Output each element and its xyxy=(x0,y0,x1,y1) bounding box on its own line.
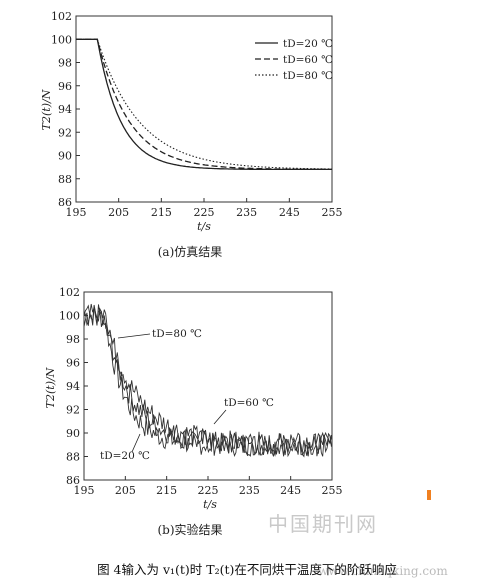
chart-a-ylabel: T2(t)/N xyxy=(40,89,53,130)
chart-b-ylabel: T2(t)/N xyxy=(44,367,57,408)
y-tick-label: 98 xyxy=(66,333,80,346)
annotation-label: tD=60 ℃ xyxy=(224,397,274,409)
x-tick-label: 215 xyxy=(156,484,177,497)
watermark-mark xyxy=(427,490,431,500)
chart-b-xlabel: t/s xyxy=(203,498,217,511)
chart-a-caption: (a)仿真结果 xyxy=(158,245,223,259)
y-tick-label: 86 xyxy=(66,474,80,487)
y-tick-label: 94 xyxy=(58,103,72,116)
y-tick-label: 96 xyxy=(58,80,72,93)
x-tick-label: 215 xyxy=(151,206,172,219)
x-tick-label: 205 xyxy=(108,206,129,219)
annotation-leader xyxy=(131,433,141,453)
series-line-1 xyxy=(83,303,332,458)
y-tick-label: 92 xyxy=(66,404,80,417)
y-tick-label: 92 xyxy=(58,126,72,139)
y-tick-label: 86 xyxy=(58,196,72,209)
x-tick-label: 235 xyxy=(236,206,257,219)
y-tick-label: 88 xyxy=(66,451,80,464)
y-tick-label: 90 xyxy=(66,427,80,440)
x-tick-label: 245 xyxy=(279,206,300,219)
x-tick-label: 205 xyxy=(115,484,136,497)
chart-b-experiment: 86 88 90 92 94 96 98 100 102 195 205 215 225 235 245 2… xyxy=(44,286,343,537)
series-line-0 xyxy=(83,306,332,458)
chart-b-caption: (b)实验结果 xyxy=(157,522,222,537)
y-tick-label: 98 xyxy=(58,57,72,70)
figure-caption: 图 4输入为 v₁(t)时 T₂(t)在不同烘干温度下的阶跃响应 xyxy=(97,562,397,577)
watermark-text: 中国期刊网 xyxy=(268,512,378,536)
legend-label: tD=60 ℃ xyxy=(283,54,333,66)
y-tick-label: 102 xyxy=(51,10,72,23)
chart-a-simulation: 86 88 90 92 94 96 98 100 102 195 205 215 225 235 245 2… xyxy=(40,10,343,259)
y-tick-label: 102 xyxy=(59,286,80,299)
y-tick-label: 100 xyxy=(59,310,80,323)
series-line-2 xyxy=(76,38,332,170)
legend-label: tD=80 ℃ xyxy=(283,70,333,82)
annotation-leader xyxy=(213,409,227,425)
x-tick-label: 195 xyxy=(66,206,87,219)
y-tick-label: 94 xyxy=(66,380,80,393)
x-tick-label: 225 xyxy=(194,206,215,219)
x-tick-label: 195 xyxy=(74,484,95,497)
x-tick-label: 255 xyxy=(322,484,343,497)
watermark-url: www.chinaqking.com xyxy=(318,564,448,578)
y-tick-label: 88 xyxy=(58,173,72,186)
series-line-2 xyxy=(83,304,332,458)
y-tick-label: 90 xyxy=(58,150,72,163)
y-tick-label: 96 xyxy=(66,357,80,370)
annotation-leader xyxy=(117,333,151,339)
legend-label: tD=20 ℃ xyxy=(283,38,333,50)
annotation-label: tD=20 ℃ xyxy=(100,450,150,462)
series-line-1 xyxy=(76,38,332,171)
y-tick-label: 100 xyxy=(51,33,72,46)
x-tick-label: 255 xyxy=(322,206,343,219)
annotation-label: tD=80 ℃ xyxy=(152,328,202,340)
x-tick-label: 225 xyxy=(198,484,219,497)
x-tick-label: 235 xyxy=(239,484,260,497)
chart-a-xlabel: t/s xyxy=(197,220,211,233)
x-tick-label: 245 xyxy=(280,484,301,497)
